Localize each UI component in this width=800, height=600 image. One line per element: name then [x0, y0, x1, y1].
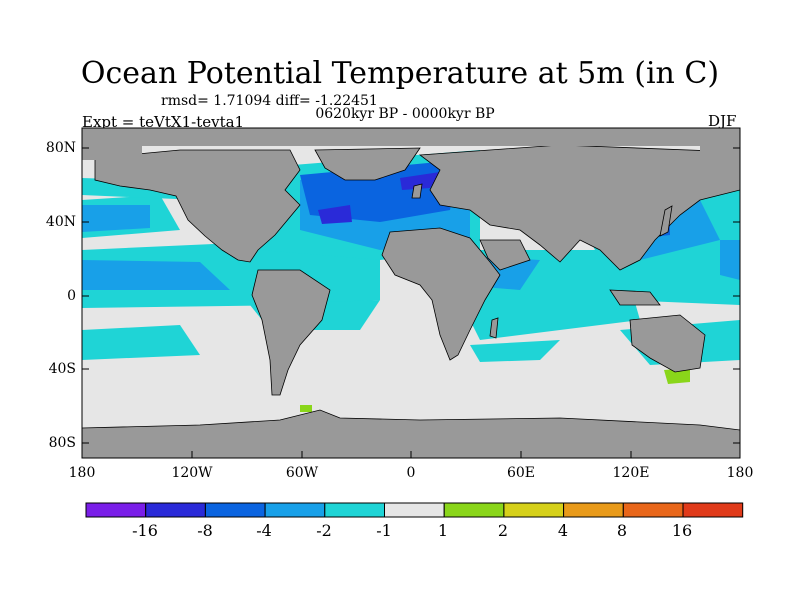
africa [381, 227, 501, 361]
time-period-label: 0620kyr BP - 0000kyr BP [315, 106, 495, 122]
colorbar-swatch [682, 502, 744, 518]
australia [629, 314, 706, 373]
lon-label-180e: 180 [726, 465, 754, 481]
colorbar-label: -4 [256, 521, 272, 540]
colorbar-swatch [503, 502, 565, 518]
map-plot-area [82, 128, 740, 458]
colorbar-label: 1 [437, 521, 449, 540]
japan [659, 205, 673, 237]
colorbar-swatch [443, 502, 505, 518]
arabia [479, 239, 531, 271]
madagascar [489, 317, 499, 339]
indonesia [609, 289, 661, 306]
british-isles [411, 183, 423, 199]
lon-label-180w: 180 [68, 465, 96, 481]
greenland [314, 147, 421, 181]
rmsd-diff-stats: rmsd= 1.71094 diff= -1.22451 [161, 93, 378, 109]
season-label: DJF [708, 112, 737, 130]
colorbar-label: -1 [376, 521, 392, 540]
colorbar-label: -16 [132, 521, 158, 540]
eurasia [418, 144, 740, 271]
landmasses [82, 144, 740, 458]
antarctica [82, 409, 740, 458]
colorbar-label: 8 [616, 521, 628, 540]
axis-ticks [81, 147, 741, 458]
lon-label-0: 0 [406, 465, 416, 481]
colorbar-swatch [85, 502, 147, 518]
lon-label-60e: 60E [506, 465, 536, 481]
lat-label-40s: 40S [48, 361, 76, 377]
colorbar-label: 4 [557, 521, 569, 540]
strongest-cooling-regions [318, 172, 440, 224]
north-america [94, 149, 301, 263]
colorbar-swatch [204, 502, 266, 518]
arctic-land-mask [82, 128, 740, 166]
colorbar-swatch [563, 502, 624, 518]
colorbar-swatch [622, 502, 684, 518]
colorbar-label: 16 [671, 521, 693, 540]
colorbar-label: -8 [197, 521, 213, 540]
lon-label-120w: 120W [171, 465, 213, 481]
experiment-label: Expt = teVtX1-tevta1 [82, 113, 245, 131]
lat-label-80s: 80S [48, 435, 76, 451]
colorbar-swatch [145, 502, 206, 518]
colorbar-swatch [264, 502, 326, 518]
lon-label-120e: 120E [612, 465, 650, 481]
lat-label-80n: 80N [45, 140, 76, 156]
colorbar-label: 2 [497, 521, 509, 540]
lon-label-60w: 60W [285, 465, 319, 481]
south-america [251, 269, 331, 396]
colorbar-swatch [384, 502, 445, 518]
colorbar [85, 502, 744, 518]
colorbar-label: -2 [316, 521, 332, 540]
lat-label-40n: 40N [45, 214, 76, 230]
colorbar-swatch [324, 502, 385, 518]
chart-title: Ocean Potential Temperature at 5m (in C) [80, 56, 720, 91]
lat-label-0: 0 [67, 288, 76, 304]
